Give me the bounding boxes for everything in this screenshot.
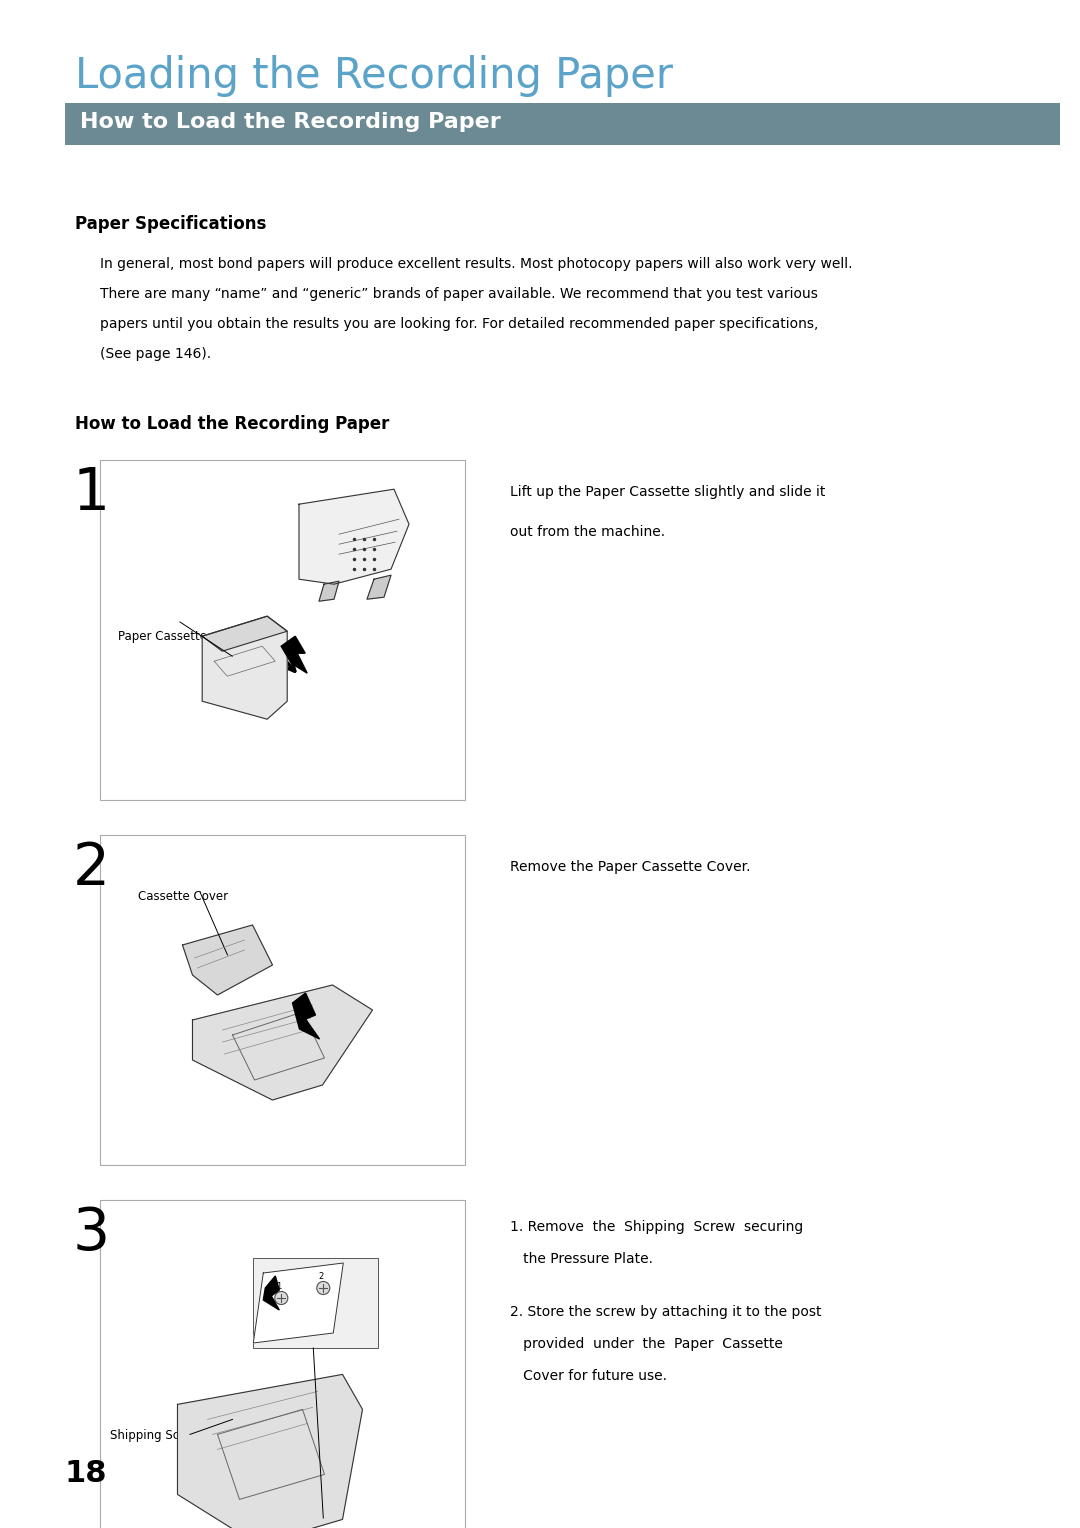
Polygon shape	[202, 616, 287, 720]
Circle shape	[316, 1282, 329, 1294]
Text: Cassette Cover: Cassette Cover	[138, 889, 228, 903]
Text: In general, most bond papers will produce excellent results. Most photocopy pape: In general, most bond papers will produc…	[100, 257, 852, 270]
Text: 1. Remove  the  Shipping  Screw  securing: 1. Remove the Shipping Screw securing	[510, 1219, 804, 1235]
Text: 18: 18	[65, 1459, 108, 1487]
Polygon shape	[254, 1264, 343, 1343]
Bar	[65, 102, 1059, 145]
Text: How to Load the Recording Paper: How to Load the Recording Paper	[80, 113, 501, 133]
Text: Paper Specifications: Paper Specifications	[75, 215, 267, 232]
Text: 3: 3	[73, 1206, 110, 1262]
Polygon shape	[367, 575, 391, 599]
Text: Cover for future use.: Cover for future use.	[510, 1369, 667, 1383]
Text: Shipping Screw: Shipping Screw	[110, 1429, 201, 1442]
Text: provided  under  the  Paper  Cassette: provided under the Paper Cassette	[510, 1337, 783, 1351]
Text: Paper Cassette: Paper Cassette	[118, 630, 207, 643]
Bar	[100, 1199, 465, 1528]
Text: There are many “name” and “generic” brands of paper available. We recommend that: There are many “name” and “generic” bran…	[100, 287, 818, 301]
Text: 2: 2	[319, 1271, 324, 1280]
Polygon shape	[293, 993, 320, 1039]
Text: the Pressure Plate.: the Pressure Plate.	[510, 1251, 653, 1267]
Circle shape	[274, 1291, 287, 1305]
Polygon shape	[319, 581, 339, 601]
Text: 1: 1	[276, 1282, 282, 1291]
Text: How to Load the Recording Paper: How to Load the Recording Paper	[75, 416, 390, 432]
Text: Remove the Paper Cassette Cover.: Remove the Paper Cassette Cover.	[510, 860, 751, 874]
Text: out from the machine.: out from the machine.	[510, 526, 665, 539]
Text: 1: 1	[73, 465, 110, 523]
Polygon shape	[299, 489, 409, 584]
Bar	[254, 1258, 378, 1348]
Text: (See page 146).: (See page 146).	[100, 347, 211, 361]
Bar	[100, 460, 465, 801]
Text: 2: 2	[73, 840, 110, 897]
Polygon shape	[281, 636, 307, 674]
Polygon shape	[192, 986, 373, 1100]
Polygon shape	[177, 1374, 363, 1528]
Text: 2. Store the screw by attaching it to the post: 2. Store the screw by attaching it to th…	[510, 1305, 822, 1319]
Text: Loading the Recording Paper: Loading the Recording Paper	[75, 55, 673, 96]
Text: papers until you obtain the results you are looking for. For detailed recommende: papers until you obtain the results you …	[100, 316, 819, 332]
Text: Lift up the Paper Cassette slightly and slide it: Lift up the Paper Cassette slightly and …	[510, 484, 825, 500]
Polygon shape	[264, 1276, 280, 1309]
Polygon shape	[202, 616, 287, 651]
Bar	[100, 834, 465, 1164]
Polygon shape	[183, 924, 272, 995]
